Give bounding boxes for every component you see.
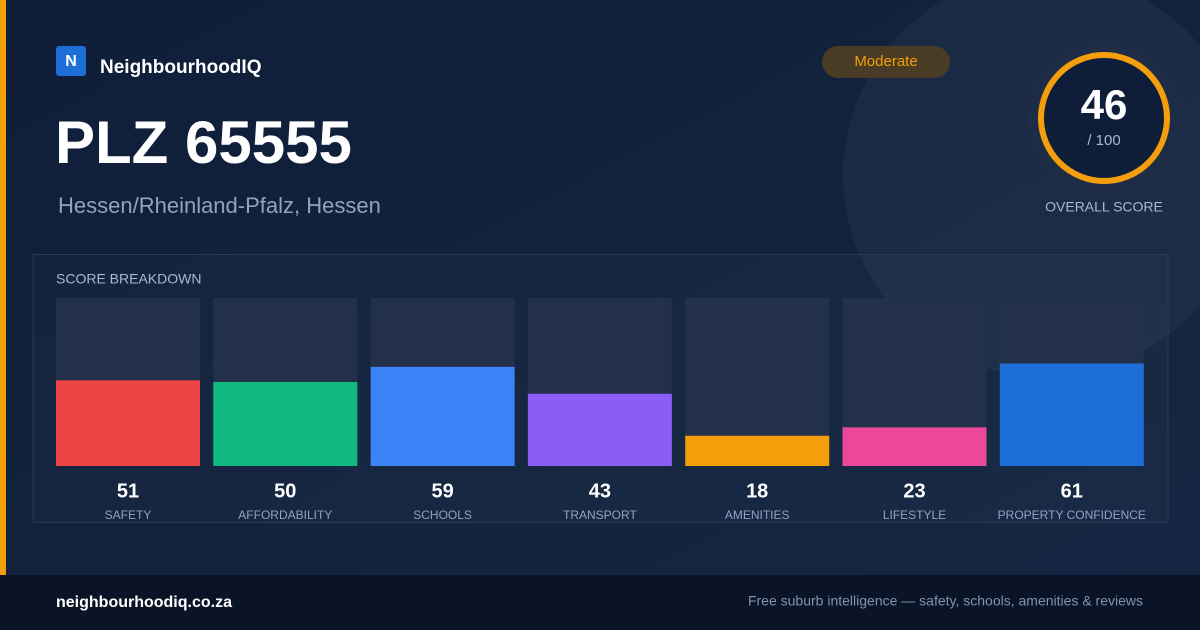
category-label: TRANSPORT [563,508,637,522]
bar [213,382,358,466]
subtitle: Hessen/Rheinland-Pfalz, Hessen [58,193,381,218]
footer-site: neighbourhoodiq.co.za [56,594,232,611]
bar [685,435,830,466]
category-label: AMENITIES [725,508,790,522]
badge-text: Moderate [854,53,917,70]
category-label: PROPERTY CONFIDENCE [998,508,1146,522]
footer [0,575,1200,630]
category-label: LIFESTYLE [883,508,946,522]
brand-name: NeighbourhoodIQ [100,57,261,78]
bar [56,380,200,466]
category-label: AFFORDABILITY [238,508,332,522]
chart-title: SCORE BREAKDOWN [56,271,201,287]
bar [370,366,515,466]
value-label: 51 [117,480,139,502]
value-label: 59 [431,480,453,502]
badge [822,46,950,78]
value-label: 23 [903,480,925,502]
bar [842,427,987,466]
footer-tagline: Free suburb intelligence — safety, schoo… [748,593,1143,609]
breakdown-panel [32,254,1169,523]
score-suffix: / 100 [1087,132,1120,149]
category-label: SAFETY [105,508,152,522]
value-label: 43 [589,480,611,502]
value-label: 61 [1061,480,1083,502]
category-label: SCHOOLS [413,508,472,522]
score-value: 46 [1081,81,1128,128]
score-label: OVERALL SCORE [1045,199,1163,215]
title: PLZ 65555 [55,109,352,176]
score-ring [1038,52,1170,184]
value-label: 18 [746,480,768,502]
value-label: 50 [274,480,296,502]
logo-letter: N [65,53,77,70]
bar [999,363,1144,466]
logo [56,46,86,76]
accent-stripe [0,0,6,575]
bar [527,393,672,466]
